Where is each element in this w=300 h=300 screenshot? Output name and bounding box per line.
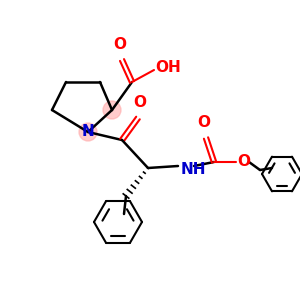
Circle shape [103,101,121,119]
Text: N: N [82,124,94,140]
Text: OH: OH [155,61,181,76]
Text: O: O [238,154,250,169]
Circle shape [79,123,97,141]
Text: O: O [134,95,146,110]
Text: O: O [113,37,127,52]
Text: O: O [197,115,211,130]
Text: NH: NH [181,161,206,176]
